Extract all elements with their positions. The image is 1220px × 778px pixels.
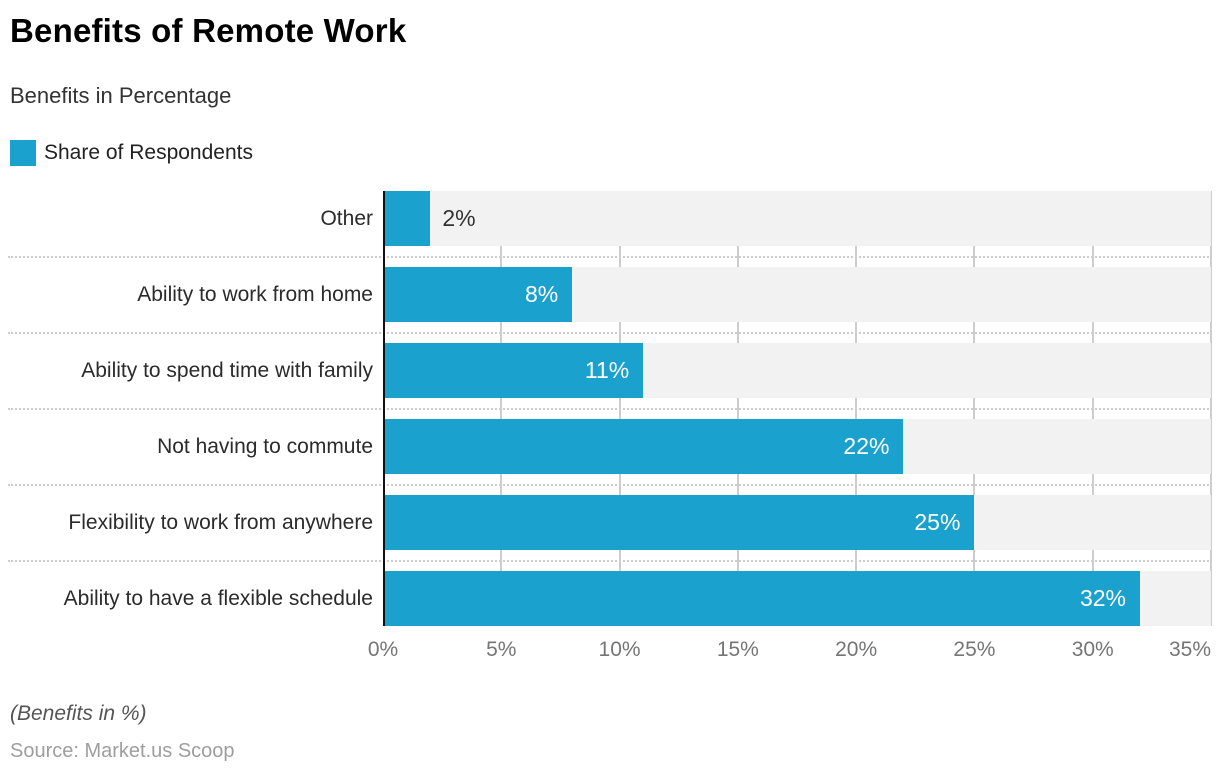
x-tick-label: 10% — [598, 638, 641, 661]
category-label: Ability to spend time with family — [81, 359, 373, 382]
plot-area: 2% 8% 11% 22% 25% 32% — [383, 191, 1212, 626]
category-label: Ability to work from home — [137, 283, 373, 306]
footer-note: (Benefits in %) — [10, 702, 147, 725]
bar-row: 32% — [383, 571, 1211, 626]
bar-row: 25% — [383, 495, 1211, 550]
row-separator — [8, 255, 1212, 258]
bar-row: 22% — [383, 419, 1211, 474]
footer-source: Source: Market.us Scoop — [10, 740, 235, 762]
x-tick-label: 5% — [486, 638, 517, 661]
category-axis: Other Ability to work from home Ability to… — [0, 191, 373, 626]
x-tick-label: 30% — [1071, 638, 1114, 661]
chart-subtitle: Benefits in Percentage — [10, 83, 232, 108]
x-tick-label: 0% — [367, 638, 399, 661]
x-tick-label: 35% — [1168, 638, 1211, 661]
category-label: Other — [320, 207, 373, 230]
gridline — [618, 191, 621, 626]
y-axis-line — [383, 191, 385, 626]
row-separator — [8, 407, 1212, 410]
x-tick-label: 20% — [835, 638, 878, 661]
row-separator — [8, 331, 1212, 334]
x-axis: 0% 5% 10% 15% 20% 25% 30% 35% — [368, 638, 1211, 664]
x-tick-label: 25% — [953, 638, 996, 661]
bar-chart: Other Ability to work from home Ability to… — [0, 191, 1220, 626]
bar[interactable]: 25% — [383, 495, 975, 550]
gridline — [973, 191, 976, 626]
row-separator — [8, 483, 1212, 486]
bar[interactable] — [383, 191, 431, 246]
bar-row: 2% — [383, 191, 1211, 246]
bar[interactable]: 8% — [383, 267, 573, 322]
bar-row: 11% — [383, 343, 1211, 398]
bar[interactable]: 32% — [383, 571, 1141, 626]
bar-row: 8% — [383, 267, 1211, 322]
bar[interactable]: 11% — [383, 343, 644, 398]
gridline — [855, 191, 858, 626]
category-label: Flexibility to work from anywhere — [68, 511, 373, 534]
bar-value-label: 22% — [843, 433, 890, 459]
gridline — [736, 191, 739, 626]
row-separators-layer — [8, 191, 1212, 626]
bar-value-label: 2% — [442, 205, 476, 231]
legend-item[interactable]: Share of Respondents — [10, 140, 253, 166]
legend-label: Share of Respondents — [44, 141, 253, 164]
gridline — [1091, 191, 1094, 626]
x-tick-label: 15% — [716, 638, 759, 661]
gridline — [500, 191, 503, 626]
bar-value-label: 11% — [584, 357, 630, 383]
bar-track — [383, 191, 1211, 246]
row-separator — [8, 559, 1212, 562]
gridline — [1210, 191, 1212, 626]
bar[interactable]: 22% — [383, 419, 904, 474]
bar-value-label: 32% — [1079, 585, 1127, 611]
bar-value-label: 8% — [525, 281, 559, 307]
legend-swatch-icon — [10, 140, 36, 166]
category-label: Ability to have a flexible schedule — [63, 587, 373, 610]
chart-title: Benefits of Remote Work — [10, 12, 407, 49]
category-label: Not having to commute — [157, 435, 373, 458]
bar-value-label: 25% — [914, 509, 961, 535]
